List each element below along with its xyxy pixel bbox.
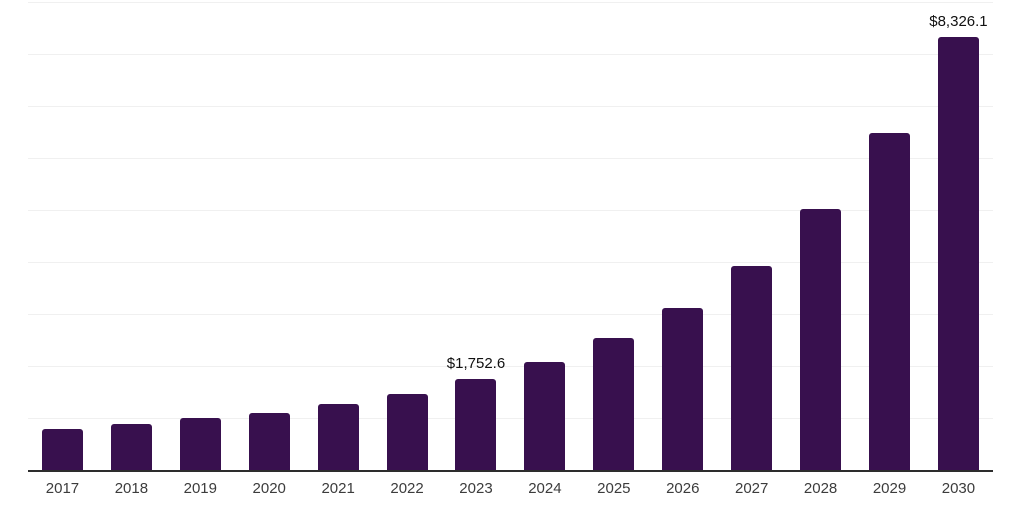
gridline-1000 bbox=[28, 418, 993, 419]
plot-area: $1,752.6 $8,326.1 bbox=[28, 2, 993, 472]
bar-column-2022 bbox=[373, 2, 442, 470]
x-axis-labels: 2017 2018 2019 2020 2021 2022 2023 2024 2025 2026… bbox=[28, 480, 993, 497]
x-tick-label-2022: 2022 bbox=[390, 480, 424, 497]
bar-2017 bbox=[41, 429, 83, 470]
bar-column-2024 bbox=[510, 2, 579, 470]
bar-column-2017 bbox=[28, 2, 97, 470]
bar-2030 bbox=[937, 37, 979, 470]
bar-2028 bbox=[800, 209, 842, 470]
bar-2025 bbox=[593, 338, 635, 470]
x-tick-label-2029: 2029 bbox=[872, 480, 907, 497]
x-tick-label-2030: 2030 bbox=[941, 480, 976, 497]
bar-2023 bbox=[455, 378, 497, 470]
bar-2018 bbox=[110, 424, 152, 470]
x-tick-label-2026: 2026 bbox=[666, 480, 700, 497]
bar-column-2030: $8,326.1 bbox=[924, 2, 993, 470]
gridline-6000 bbox=[28, 158, 993, 159]
bar-column-2019 bbox=[166, 2, 235, 470]
gridline-3000 bbox=[28, 314, 993, 315]
x-tick-label-2023: 2023 bbox=[459, 480, 493, 497]
x-tick-label-2024: 2024 bbox=[528, 480, 562, 497]
x-tick-label-2019: 2019 bbox=[183, 480, 217, 497]
gridline-5000 bbox=[28, 210, 993, 211]
bar-column-2026 bbox=[648, 2, 717, 470]
bar-2027 bbox=[731, 265, 773, 470]
x-axis-line bbox=[28, 470, 993, 472]
bar-2019 bbox=[179, 417, 221, 470]
x-tick-label-2018: 2018 bbox=[114, 480, 149, 497]
bar-2021 bbox=[317, 403, 359, 470]
bar-columns: $1,752.6 $8,326.1 bbox=[28, 2, 993, 470]
bar-value-label-2030: $8,326.1 bbox=[929, 13, 988, 31]
x-tick-label-2027: 2027 bbox=[734, 480, 769, 497]
bar-column-2018 bbox=[97, 2, 166, 470]
gridline-8000 bbox=[28, 54, 993, 55]
bar-column-2029 bbox=[855, 2, 924, 470]
gridline-7000 bbox=[28, 106, 993, 107]
x-tick-label-2017: 2017 bbox=[45, 480, 80, 497]
gridline-4000 bbox=[28, 262, 993, 263]
gridline-2000 bbox=[28, 366, 993, 367]
bar-2022 bbox=[386, 393, 428, 470]
x-tick-label-2028: 2028 bbox=[803, 480, 838, 497]
bar-column-2027 bbox=[717, 2, 786, 470]
x-tick-label-2020: 2020 bbox=[252, 480, 286, 497]
bar-column-2020 bbox=[235, 2, 304, 470]
bar-column-2023: $1,752.6 bbox=[442, 2, 511, 470]
bar-column-2025 bbox=[579, 2, 648, 470]
bar-column-2021 bbox=[304, 2, 373, 470]
x-tick-label-2021: 2021 bbox=[321, 480, 355, 497]
bar-2020 bbox=[248, 413, 290, 470]
bar-column-2028 bbox=[786, 2, 855, 470]
bar-2026 bbox=[662, 307, 704, 470]
bar-2024 bbox=[524, 361, 566, 470]
gridline-9000 bbox=[28, 2, 993, 3]
bar-value-label-2023: $1,752.6 bbox=[446, 354, 506, 372]
x-tick-label-2025: 2025 bbox=[597, 480, 631, 497]
bar-2029 bbox=[869, 133, 911, 470]
